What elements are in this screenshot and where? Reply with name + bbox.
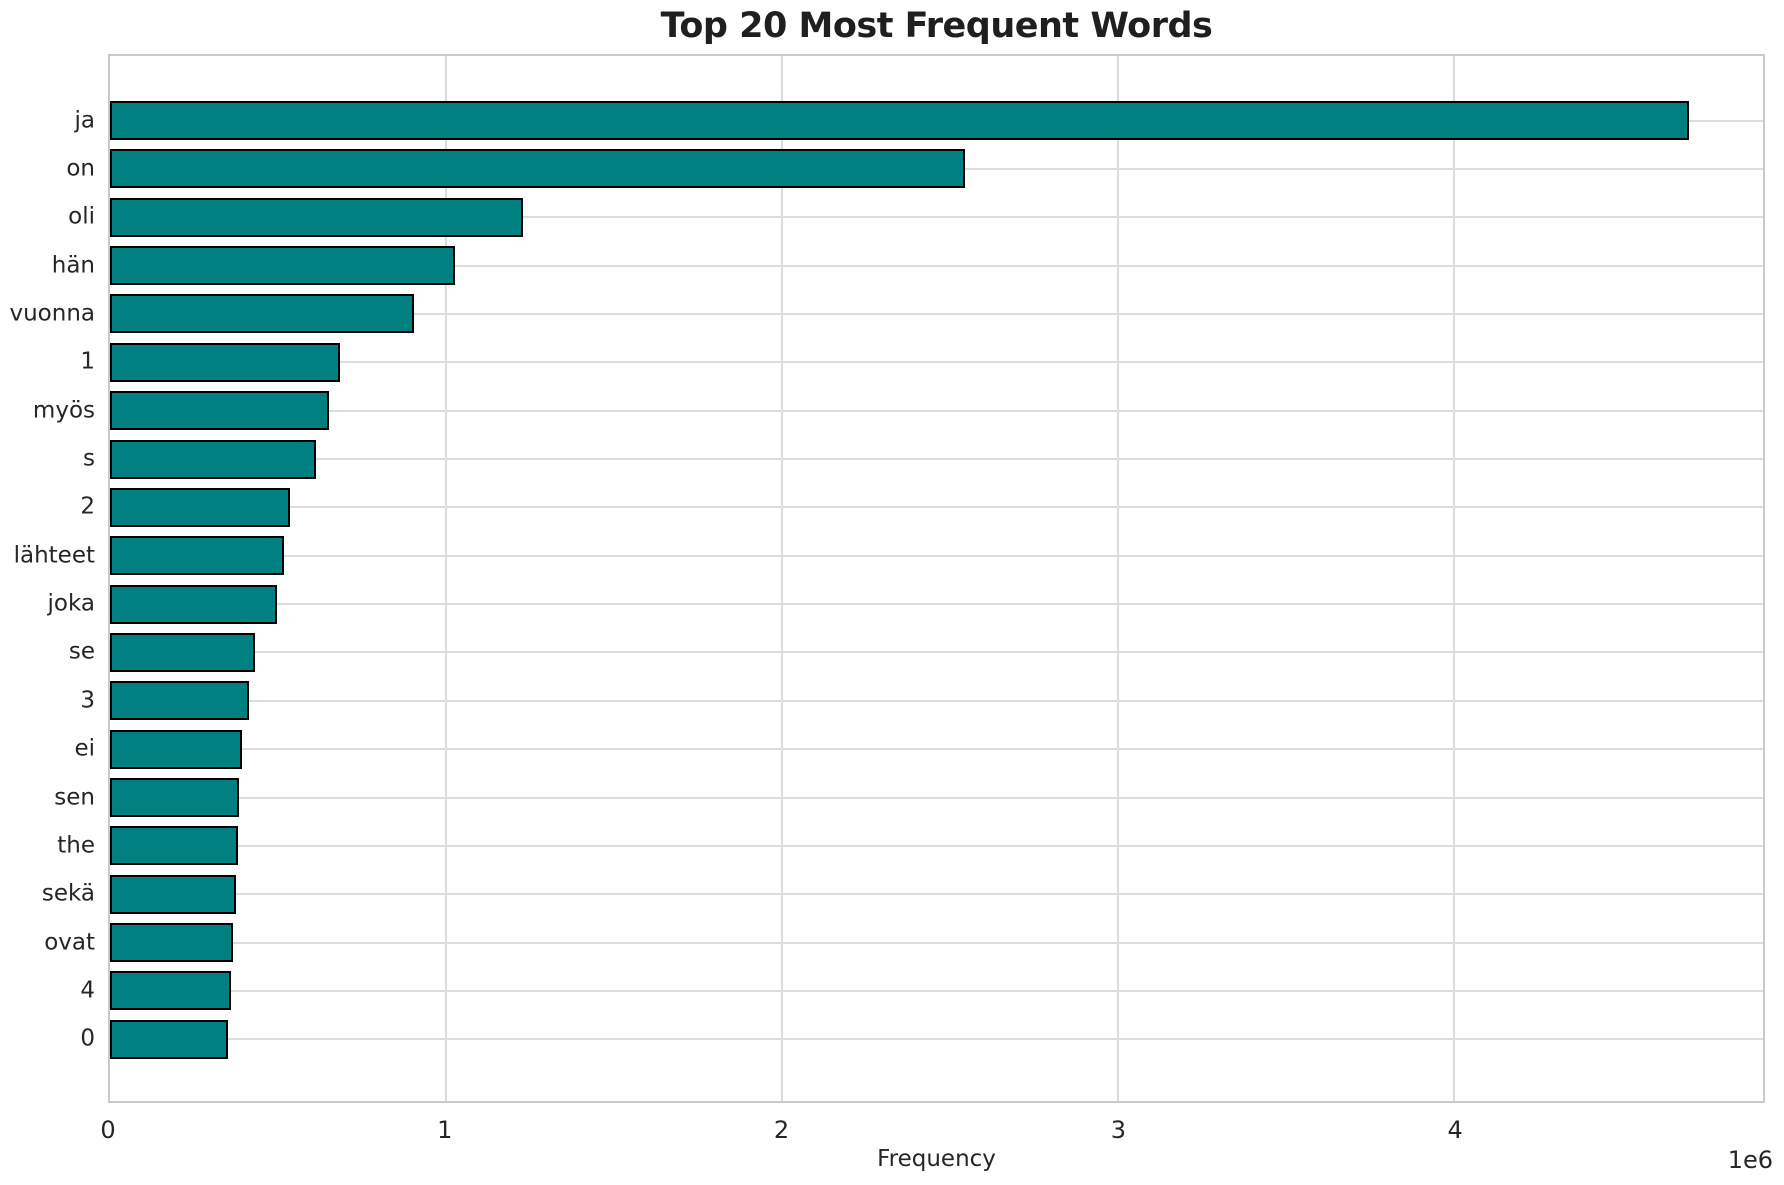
frequency-bar — [110, 923, 233, 963]
y-axis-label: ja — [74, 107, 95, 133]
x-tick-label: 1 — [437, 1116, 453, 1144]
y-axis-label: sen — [54, 784, 95, 811]
frequency-bar — [110, 729, 243, 769]
h-gridline — [110, 506, 1763, 509]
x-tick-label: 0 — [100, 1116, 116, 1144]
v-gridline — [444, 56, 447, 1101]
frequency-bar — [110, 632, 256, 672]
frequency-bar — [110, 971, 231, 1011]
y-axis-label: oli — [68, 203, 95, 230]
frequency-bar — [110, 584, 278, 624]
bar-row: se — [69, 632, 1763, 672]
bar-row: ovat — [44, 923, 1763, 963]
bar-row: joka — [48, 584, 1763, 624]
bar-row: 2 — [80, 487, 1763, 527]
bar-row: 3 — [80, 681, 1763, 721]
plot-area: ja on oli hän vuonna 1 myös s 2 lähteet joka se 3 ei s… — [9, 54, 1765, 1103]
x-axis-ticks: 0 1 2 3 4 — [100, 1114, 1765, 1146]
frequency-bar — [110, 101, 1690, 140]
frequency-bar — [110, 536, 285, 576]
frequency-bar — [110, 1019, 228, 1059]
h-gridline — [110, 216, 1763, 219]
v-gridline — [780, 56, 783, 1101]
frequency-bar — [110, 874, 236, 914]
h-gridline — [110, 1038, 1763, 1041]
bar-row: sen — [54, 778, 1763, 818]
h-gridline — [110, 264, 1763, 267]
y-axis-label: 1 — [80, 348, 95, 375]
y-axis-label: the — [57, 832, 95, 859]
bar-row: s — [83, 439, 1763, 479]
chart-title: Top 20 Most Frequent Words — [660, 6, 1213, 46]
h-gridline — [110, 312, 1763, 315]
y-axis-label: joka — [47, 590, 95, 617]
bar-row: hän — [52, 246, 1763, 286]
bar-row: on — [66, 149, 1763, 189]
frequency-bar — [110, 197, 523, 237]
frequency-bar — [110, 439, 317, 479]
bar-rows: ja on oli hän vuonna 1 myös s 2 lähteet joka se 3 ei s… — [9, 101, 1763, 1059]
y-axis-label: 2 — [80, 493, 95, 520]
y-axis-label: on — [66, 155, 95, 182]
h-gridline — [110, 458, 1763, 461]
x-tick-label: 4 — [1447, 1116, 1463, 1144]
h-gridline — [110, 748, 1763, 751]
bar-row: sekä — [42, 874, 1763, 914]
axis-offset-label: 1e6 — [1727, 1146, 1773, 1174]
bar-row: 1 — [80, 342, 1763, 382]
y-axis-label: se — [68, 638, 95, 665]
frequency-bar — [110, 826, 238, 866]
bar-row: ei — [74, 729, 1763, 769]
bar-row: vuonna — [9, 294, 1763, 334]
y-axis-label: s — [83, 445, 95, 472]
h-gridline — [110, 844, 1763, 847]
frequency-bar — [110, 294, 415, 334]
h-gridline — [110, 361, 1763, 364]
frequency-bar — [110, 681, 250, 721]
h-gridline — [110, 941, 1763, 944]
y-axis-label: hän — [51, 252, 95, 279]
frequency-bar — [110, 246, 456, 286]
bar-row: lähteet — [14, 536, 1763, 576]
x-tick-label: 2 — [773, 1116, 790, 1144]
h-gridline — [110, 409, 1763, 412]
bar-row: myös — [33, 391, 1763, 431]
y-axis-label: ovat — [44, 929, 95, 956]
h-gridline — [110, 796, 1763, 799]
y-axis-label: 3 — [80, 687, 95, 714]
y-axis-label: lähteet — [13, 542, 95, 569]
y-axis-label: 4 — [80, 977, 95, 1004]
v-gridline — [1452, 56, 1455, 1101]
bar-row: ja — [75, 101, 1763, 140]
y-axis-label: ei — [74, 735, 95, 762]
y-axis-label: sekä — [41, 880, 95, 907]
y-axis-label: 0 — [80, 1025, 95, 1052]
v-gridline — [1116, 56, 1119, 1101]
frequency-bar — [110, 487, 291, 527]
x-tick-label: 3 — [1110, 1116, 1126, 1144]
x-axis-label: Frequency — [877, 1146, 996, 1172]
bar-row: oli — [68, 197, 1763, 237]
bar-row: 4 — [80, 971, 1763, 1011]
bar-row: the — [57, 826, 1763, 866]
bar-row: 0 — [80, 1019, 1763, 1059]
h-gridline — [110, 699, 1763, 702]
h-gridline — [110, 989, 1763, 992]
frequency-bar — [110, 778, 239, 818]
h-gridline — [110, 893, 1763, 896]
frequency-bar — [110, 149, 966, 189]
h-gridline — [110, 554, 1763, 557]
frequency-bar — [110, 342, 341, 382]
y-axis-label: vuonna — [9, 300, 95, 327]
y-axis-label: myös — [32, 397, 95, 424]
frequency-bar — [110, 391, 330, 431]
h-gridline — [110, 603, 1763, 606]
h-gridline — [110, 651, 1763, 654]
